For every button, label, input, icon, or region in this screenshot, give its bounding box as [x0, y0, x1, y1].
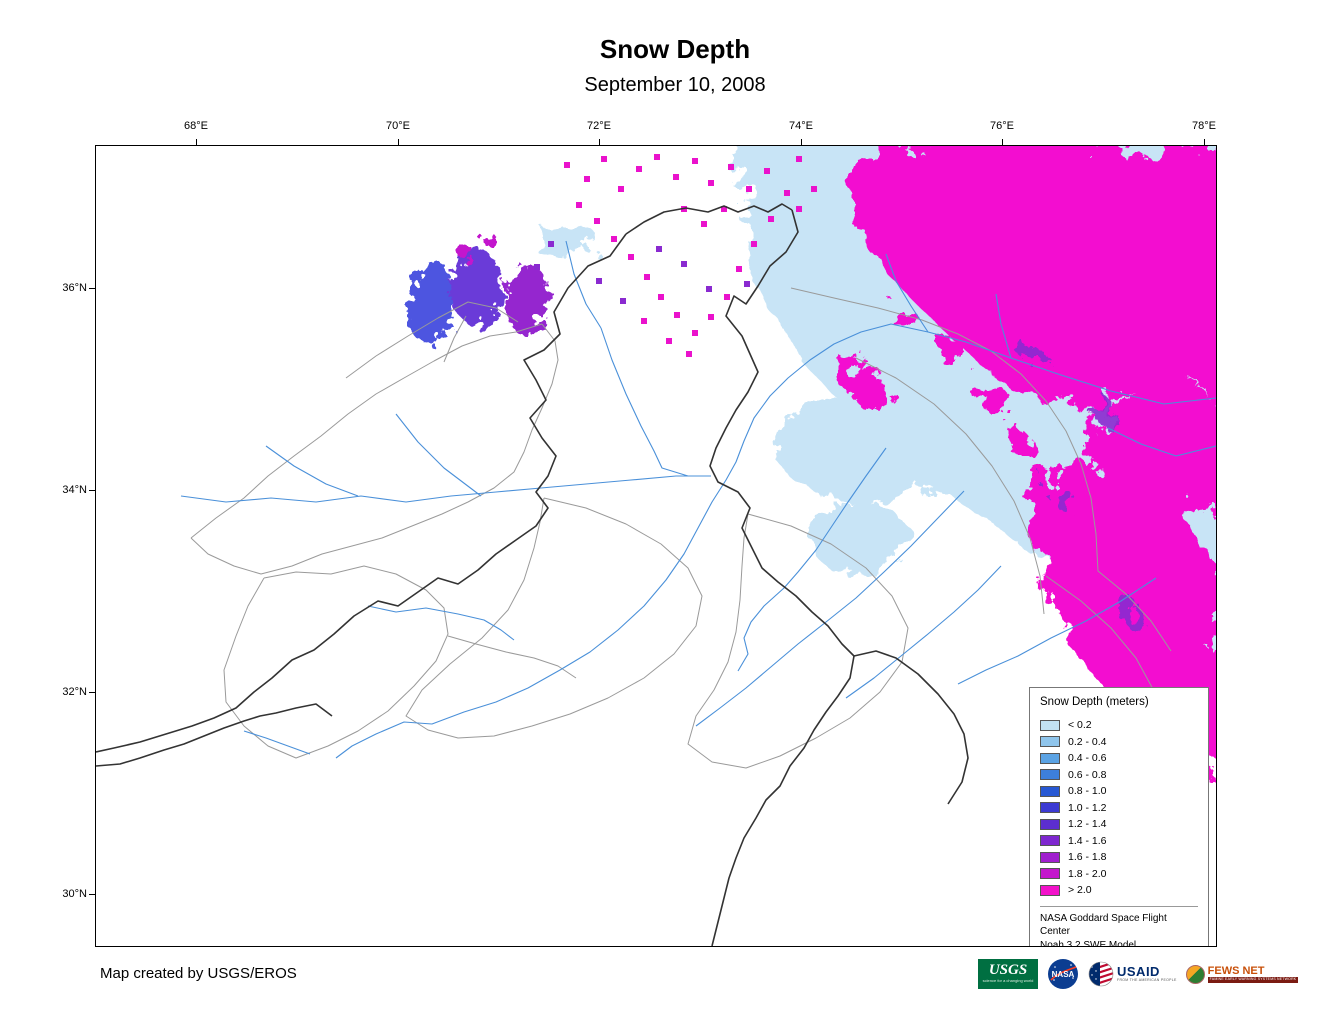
legend-box: Snow Depth (meters) < 0.2 0.2 - 0.4 0.4 - …	[1029, 687, 1209, 947]
usaid-flag-icon	[1088, 961, 1114, 987]
y-tick-label: 32°N	[62, 686, 87, 698]
hindukush-snow-patch	[406, 234, 549, 342]
x-tick-mark	[1002, 139, 1003, 146]
x-tick-label: 74°E	[789, 120, 813, 132]
legend-entry: 1.4 - 1.6	[1040, 833, 1198, 850]
snow-mid-region	[1026, 348, 1148, 630]
nasa-logo: NASA	[1048, 959, 1078, 989]
legend-label: 1.2 - 1.4	[1068, 818, 1107, 831]
usaid-logo-tagline: FROM THE AMERICAN PEOPLE	[1117, 978, 1177, 983]
x-tick-mark	[398, 139, 399, 146]
scattered-snow-pixels-purple	[534, 241, 750, 304]
legend-swatch	[1040, 785, 1060, 797]
logo-bar: USGS science for a changing world NASA	[978, 954, 1299, 994]
x-tick-label: 76°E	[990, 120, 1014, 132]
legend-label: 1.6 - 1.8	[1068, 851, 1107, 864]
legend-entry: 1.8 - 2.0	[1040, 866, 1198, 883]
legend-swatch	[1040, 835, 1060, 847]
page-title: Snow Depth	[599, 34, 751, 64]
usgs-logo-text: USGS	[988, 962, 1028, 979]
usgs-logo: USGS science for a changing world	[978, 959, 1038, 989]
y-tick-label: 30°N	[62, 888, 87, 900]
fewsnet-logo: FEWS NET FAMINE EARLY WARNING SYSTEMS NE…	[1185, 964, 1299, 984]
x-tick-mark	[1204, 139, 1205, 146]
legend-entry: 1.0 - 1.2	[1040, 800, 1198, 817]
x-tick-label: 68°E	[184, 120, 208, 132]
y-tick-label: 36°N	[62, 282, 87, 294]
x-tick-label: 70°E	[386, 120, 410, 132]
legend-label: 1.8 - 2.0	[1068, 867, 1107, 880]
fewsnet-logo-text: FEWS NET	[1207, 965, 1265, 978]
legend-entry: > 2.0	[1040, 882, 1198, 899]
legend-swatch	[1040, 884, 1060, 896]
fewsnet-globe-icon	[1185, 964, 1205, 984]
x-tick-mark	[599, 139, 600, 146]
nasa-logo-text: NASA	[1052, 970, 1075, 979]
y-tick-mark	[89, 894, 96, 895]
page-subtitle: September 10, 2008	[584, 74, 766, 96]
legend-entry: 1.6 - 1.8	[1040, 849, 1198, 866]
legend-swatch	[1040, 752, 1060, 764]
legend-label: 1.4 - 1.6	[1068, 834, 1107, 847]
legend-label: 1.0 - 1.2	[1068, 801, 1107, 814]
legend-entry: 0.6 - 0.8	[1040, 767, 1198, 784]
legend-label: 0.4 - 0.6	[1068, 752, 1107, 765]
legend-swatch	[1040, 851, 1060, 863]
legend-label: > 2.0	[1068, 884, 1092, 897]
map-frame: Snow Depth (meters) < 0.2 0.2 - 0.4 0.4 - …	[95, 145, 1217, 947]
legend-label: 0.8 - 1.0	[1068, 785, 1107, 798]
legend-entries: < 0.2 0.2 - 0.4 0.4 - 0.6 0.6 - 0.8 0.8 - 1.…	[1040, 717, 1198, 899]
legend-label: < 0.2	[1068, 719, 1092, 732]
legend-note: NASA Goddard Space Flight Center Noah 3.…	[1040, 905, 1198, 947]
country-borders	[96, 203, 969, 946]
legend-note-line2: Noah 3.2 SWE Model.	[1040, 939, 1139, 947]
legend-swatch	[1040, 769, 1060, 781]
map-credit: Map created by USGS/EROS	[100, 965, 297, 982]
x-tick-mark	[196, 139, 197, 146]
y-tick-label: 34°N	[62, 484, 87, 496]
legend-entry: 0.4 - 0.6	[1040, 750, 1198, 767]
legend-entry: < 0.2	[1040, 717, 1198, 734]
y-tick-mark	[89, 692, 96, 693]
x-tick-label: 72°E	[587, 120, 611, 132]
x-tick-mark	[801, 139, 802, 146]
legend-swatch	[1040, 719, 1060, 731]
map-canvas	[96, 146, 1216, 946]
rivers	[180, 240, 1216, 759]
legend-title: Snow Depth (meters)	[1040, 696, 1149, 708]
legend-label: 0.2 - 0.4	[1068, 735, 1107, 748]
y-tick-mark	[89, 288, 96, 289]
usaid-logo-text: USAID	[1117, 964, 1160, 980]
x-tick-label: 78°E	[1192, 120, 1216, 132]
legend-swatch	[1040, 736, 1060, 748]
legend-swatch	[1040, 818, 1060, 830]
legend-entry: 0.8 - 1.0	[1040, 783, 1198, 800]
legend-label: 0.6 - 0.8	[1068, 768, 1107, 781]
snow-deep-region	[846, 146, 1216, 772]
y-tick-mark	[89, 490, 96, 491]
legend-entry: 1.2 - 1.4	[1040, 816, 1198, 833]
legend-swatch	[1040, 868, 1060, 880]
legend-entry: 0.2 - 0.4	[1040, 734, 1198, 751]
usgs-logo-tagline: science for a changing world	[982, 978, 1034, 984]
fewsnet-logo-tagline: FAMINE EARLY WARNING SYSTEMS NETWORK	[1207, 977, 1299, 983]
usaid-logo: USAID FROM THE AMERICAN PEOPLE	[1088, 961, 1177, 987]
legend-note-line1: NASA Goddard Space Flight Center	[1040, 912, 1167, 938]
legend-swatch	[1040, 802, 1060, 814]
